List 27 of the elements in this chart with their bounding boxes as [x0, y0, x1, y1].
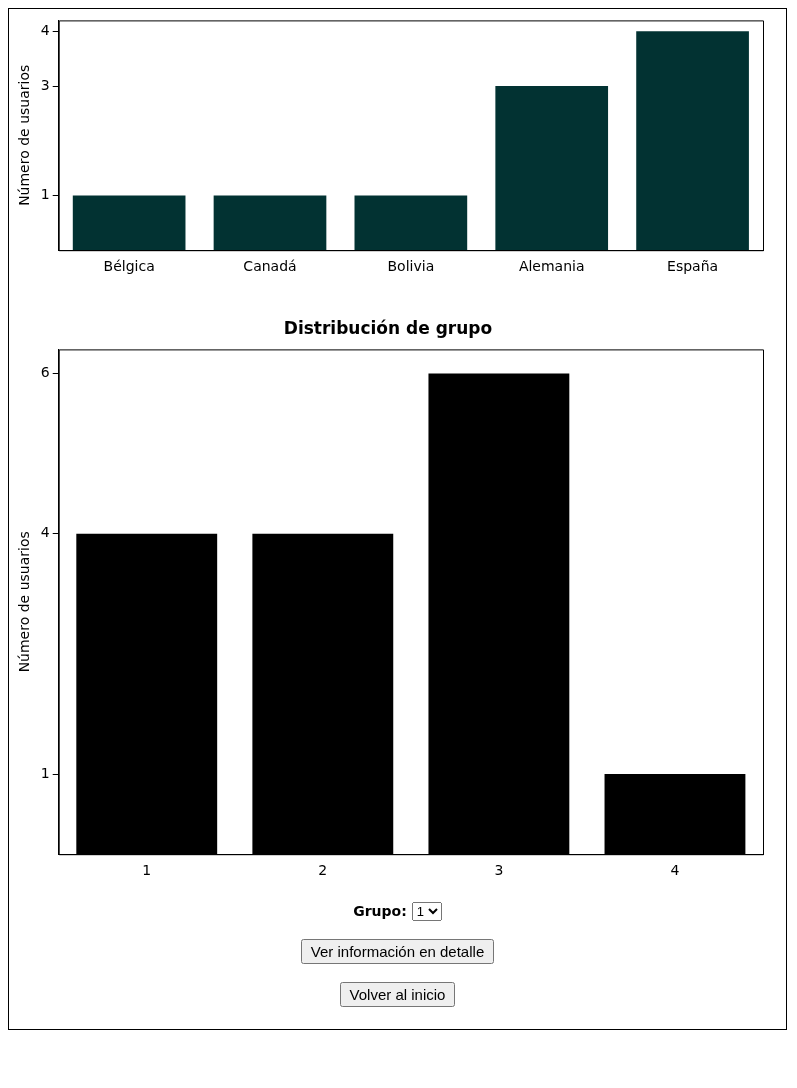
x-tick-label: España	[667, 258, 719, 275]
x-tick-label: 3	[494, 862, 504, 879]
text: 1	[411, 902, 442, 921]
text: Grupo:	[353, 903, 407, 919]
y-tick-label: 1	[40, 764, 50, 781]
text: Ver información en detalle	[300, 939, 495, 964]
y-axis-title: Número de usuarios	[16, 64, 33, 206]
text: Volver al inicio	[339, 982, 456, 1007]
x-tick-label: Bélgica	[103, 258, 155, 275]
x-tick-label: Alemania	[518, 258, 585, 275]
x-tick-label: 4	[670, 862, 680, 879]
y-tick-label: 4	[40, 21, 50, 38]
y-tick-label: 1	[40, 186, 50, 203]
chart-title: Distribución de grupo	[283, 317, 493, 338]
bar	[636, 31, 749, 251]
y-tick-label: 6	[40, 364, 50, 381]
x-tick-label: Canadá	[243, 258, 297, 275]
bar	[72, 195, 186, 251]
bar	[354, 195, 468, 251]
y-tick-label: 4	[40, 524, 50, 541]
bar	[213, 195, 327, 251]
bar	[495, 86, 609, 251]
x-tick-label: 1	[142, 862, 152, 879]
y-axis-title: Número de usuarios	[16, 531, 33, 673]
x-tick-label: 2	[318, 862, 328, 879]
y-tick-label: 3	[40, 76, 50, 93]
x-tick-label: Bolivia	[387, 258, 435, 275]
